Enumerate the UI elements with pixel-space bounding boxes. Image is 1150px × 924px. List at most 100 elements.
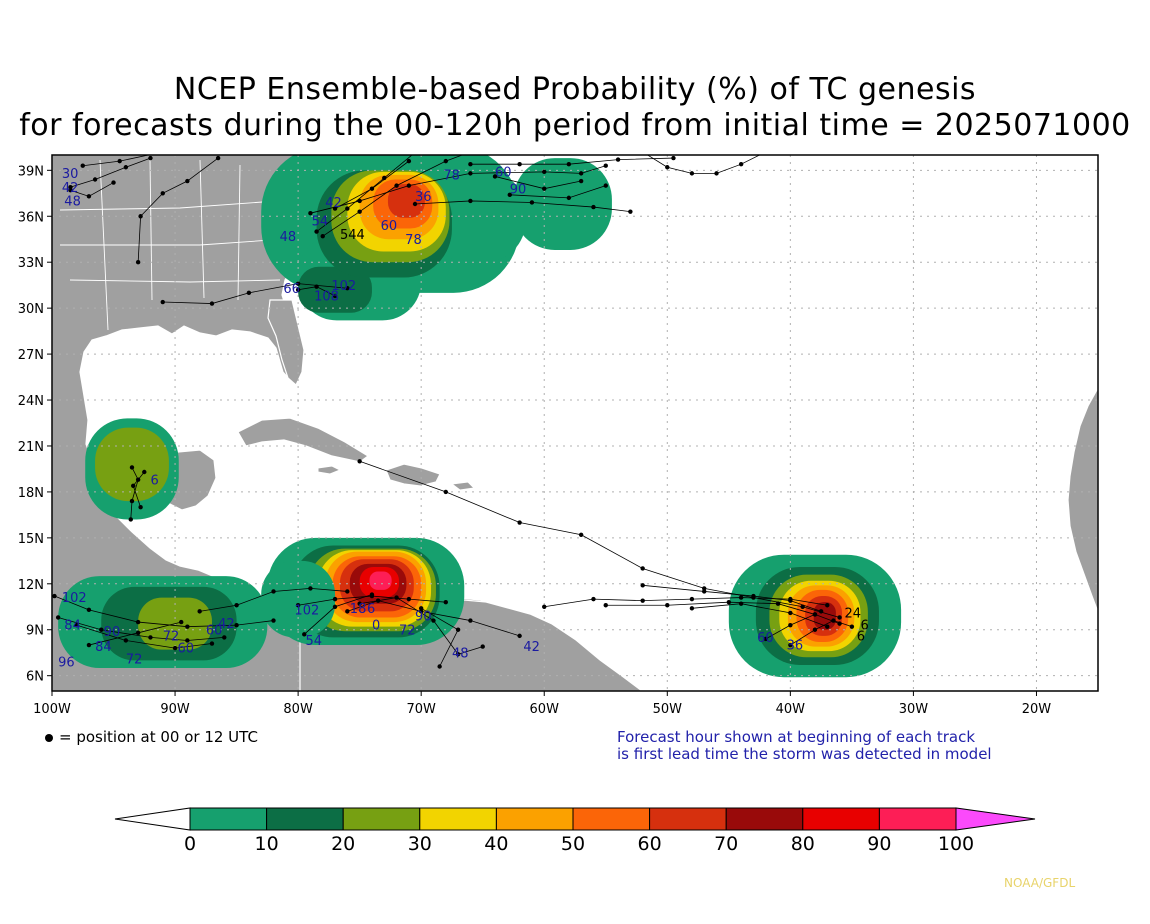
color-bar: 0 10 20 30 40 50 60 70 80 90 100 [114, 807, 1036, 855]
track-position-dot [603, 603, 608, 608]
track-position-dot [788, 622, 793, 628]
track-position-dot [788, 598, 793, 603]
track-position-dot [209, 641, 215, 646]
forecast-hour-label: 60 [757, 631, 774, 646]
track-position-dot [314, 229, 319, 234]
position-dot-icon [45, 733, 53, 742]
track-position-dot [468, 150, 472, 154]
track-position-dot [665, 603, 670, 608]
lat-label: 15N [18, 532, 44, 547]
lon-label: 60W [530, 702, 560, 717]
track-position-dot [812, 627, 818, 632]
colorbar-swatch [419, 807, 497, 831]
track-position-dot [788, 610, 793, 616]
track-position-dot [689, 171, 695, 176]
track-position-dot [357, 459, 362, 464]
track-position-dot [578, 178, 584, 184]
forecast-hour-label: 72 [126, 652, 143, 667]
track-position-dot [271, 618, 276, 623]
storm-track [70, 157, 151, 188]
track-position-dot [542, 169, 547, 175]
forecast-hour-label: 42 [62, 181, 79, 196]
colorbar-tick-label: 10 [255, 833, 279, 855]
track-position-dot [86, 642, 92, 648]
track-position-dot [234, 622, 239, 628]
position-legend-text: = position at 00 or 12 UTC [59, 728, 258, 746]
track-position-dot [775, 601, 781, 606]
genesis-probability-shading [58, 155, 902, 678]
probability-cell [298, 266, 372, 313]
track-position-dot [197, 609, 202, 614]
track-position-dot [160, 191, 165, 196]
lat-label: 6N [26, 670, 44, 685]
track-position-dot [55, 615, 61, 620]
track-position-dot [117, 158, 122, 164]
forecast-hour-label: 42 [325, 196, 342, 211]
track-position-dot [148, 635, 153, 640]
storm-tracks [52, 150, 855, 669]
track-position-dot [591, 204, 596, 210]
forecast-hour-label: 102 [294, 603, 319, 618]
track-position-dot [689, 606, 695, 611]
lat-label: 21N [18, 440, 44, 455]
forecast-hour-label: 102 [62, 591, 87, 606]
track-position-dot [738, 161, 744, 167]
track-position-dot [665, 165, 670, 170]
track-position-dot [726, 599, 732, 605]
storm-track [646, 155, 761, 174]
track-position-dot [455, 627, 461, 632]
track-position-dot [468, 198, 473, 204]
track-position-dot [129, 498, 135, 504]
track-position-dot [640, 598, 645, 603]
colorbar-tick-label: 50 [561, 833, 585, 855]
track-position-dot [161, 150, 165, 154]
track-position-dot [148, 155, 153, 161]
lat-label: 12N [18, 578, 44, 593]
forecast-hour-label: 60 [381, 219, 398, 234]
position-legend: = position at 00 or 12 UTC [45, 728, 258, 746]
colorbar-tick-label: 100 [938, 833, 974, 855]
track-position-dot [517, 633, 522, 639]
forecast-hour-label: 108 [314, 289, 339, 304]
colorbar-under-triangle [114, 807, 191, 831]
colorbar-tick-label: 90 [867, 833, 891, 855]
track-position-dot [640, 566, 645, 571]
land-hispaniola [385, 463, 441, 487]
lat-label: 36N [18, 210, 44, 225]
track-position-dot [308, 586, 313, 591]
track-position-dot [345, 589, 350, 594]
lon-label: 20W [1022, 702, 1052, 717]
colorbar-tick-label: 70 [714, 833, 738, 855]
track-position-dot [172, 645, 178, 651]
track-position-dot [788, 642, 793, 648]
forecast-hour-label: 48 [452, 646, 469, 661]
colorbar-tick-label: 60 [638, 833, 662, 855]
land-puerto-rico [450, 481, 476, 491]
track-position-dot [345, 609, 350, 614]
track-position-dot [68, 188, 73, 193]
lon-label: 100W [33, 702, 71, 717]
track-position-dot [406, 158, 412, 164]
forecast-hour-label: 6 [150, 473, 158, 488]
track-position-dot [566, 195, 572, 201]
track-position-dot [517, 161, 522, 167]
track-position-dot [185, 638, 190, 643]
track-position-dot [345, 286, 350, 291]
track-position-dot [689, 596, 695, 602]
probability-cell [813, 602, 836, 630]
forecast-hour-label: 72 [163, 629, 180, 644]
track-position-dot [837, 615, 842, 620]
track-position-dot [671, 155, 676, 161]
track-position-dot [542, 186, 547, 191]
track-position-dot [812, 612, 818, 617]
track-position-dot [455, 652, 461, 657]
track-position-dot [111, 180, 116, 185]
track-position-dot [714, 171, 719, 176]
forecast-hour-label: 30 [62, 167, 79, 182]
track-position-dot [185, 178, 190, 184]
colorbar-swatch [878, 807, 957, 831]
probability-cell [387, 184, 425, 218]
track-position-dot [818, 609, 824, 614]
track-position-dot [764, 150, 768, 154]
track-position-dot [332, 604, 338, 609]
